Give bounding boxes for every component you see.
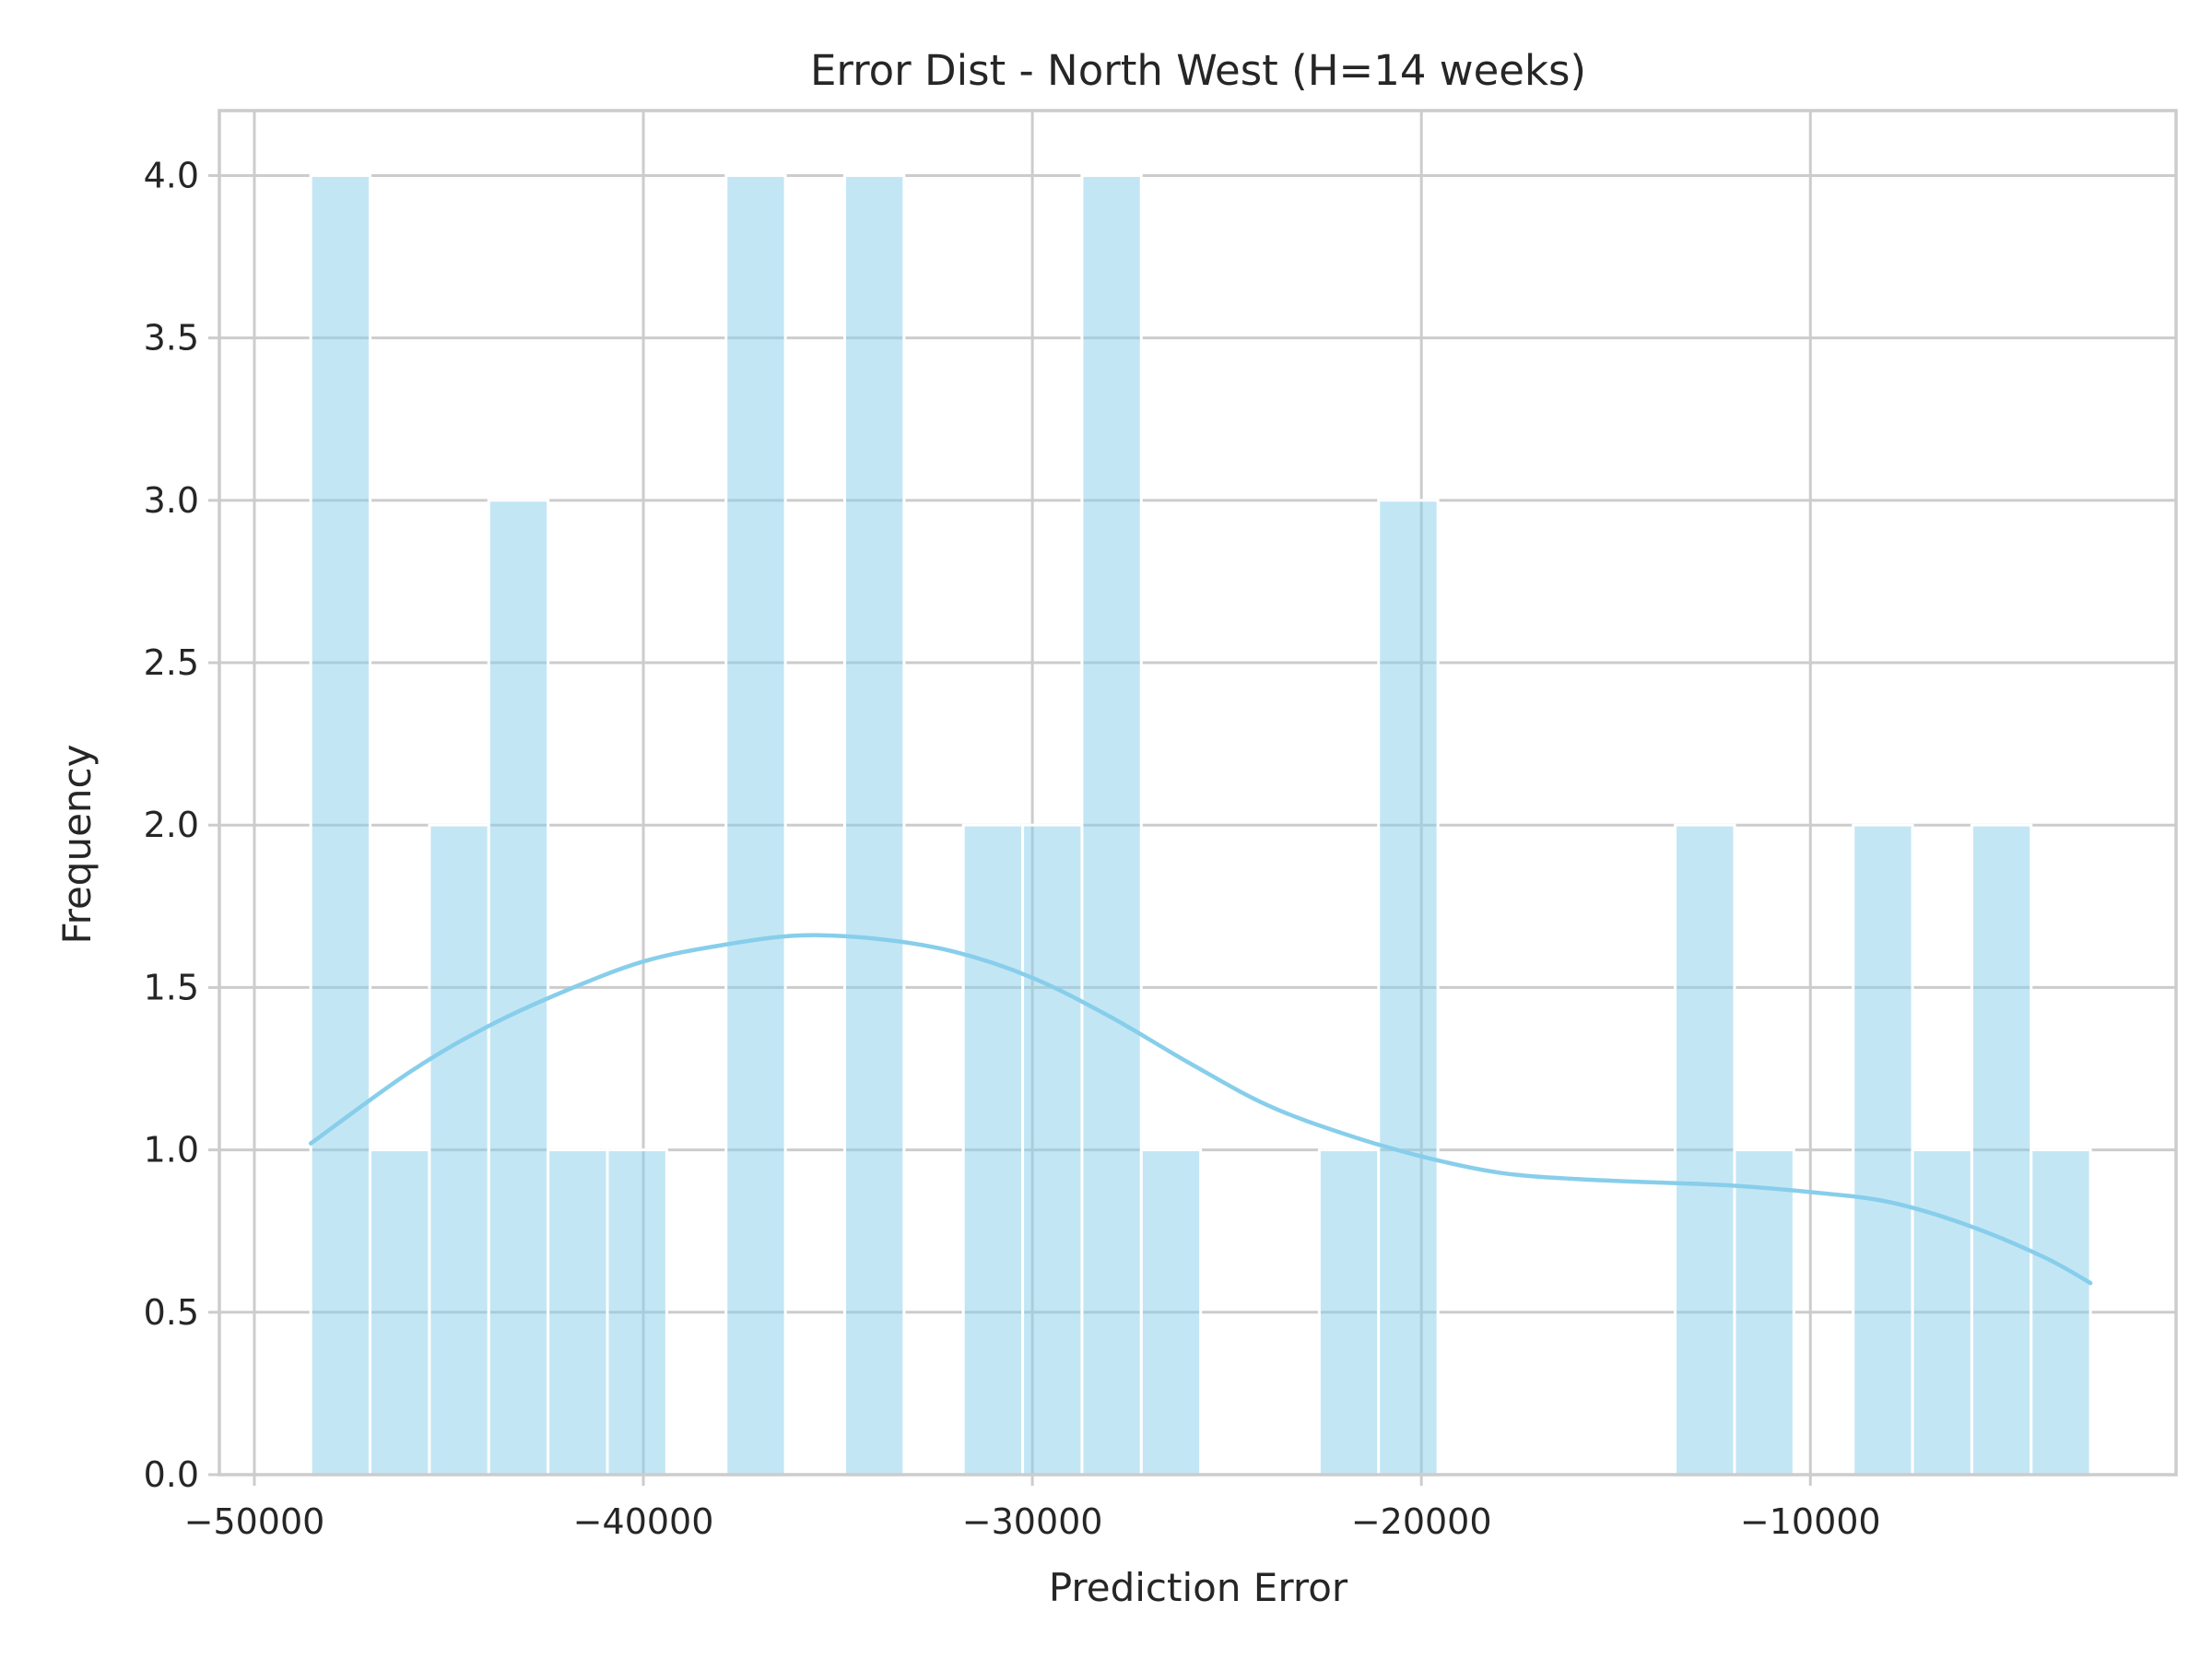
y-tick-label-3: 1.5 — [144, 967, 199, 1007]
histogram-bar-11 — [961, 823, 1025, 1477]
histogram-bar-3 — [487, 499, 550, 1477]
histogram-bar-28 — [1970, 823, 2033, 1477]
y-tick-label-6: 3.0 — [144, 480, 199, 521]
histogram-bar-29 — [2030, 1148, 2092, 1477]
histogram-bar-1 — [369, 1148, 431, 1477]
kde-curve-group — [308, 933, 2093, 1286]
x-tick-label-2: −30000 — [962, 1501, 1103, 1542]
histogram-bar-26 — [1852, 823, 1914, 1477]
x-tick-label-3: −20000 — [1351, 1501, 1492, 1542]
histogram-bar-2 — [428, 823, 490, 1477]
y-tick-label-0: 0.0 — [144, 1454, 199, 1495]
histogram-bar-17 — [1317, 1148, 1381, 1477]
histogram-bar-5 — [606, 1148, 668, 1477]
y-tick-label-5: 2.5 — [144, 642, 199, 683]
axes-border — [218, 109, 2178, 1477]
histogram-bar-0 — [309, 173, 372, 1477]
x-tick-label-1: −40000 — [573, 1501, 714, 1542]
y-tick-label-7: 3.5 — [144, 318, 199, 359]
histogram-bar-23 — [1674, 823, 1736, 1477]
histogram-bar-18 — [1377, 499, 1440, 1477]
y-tick-label-8: 4.0 — [144, 155, 199, 195]
chart-title: Error Dist - North West (H=14 weeks) — [810, 46, 1586, 95]
histogram-bars — [309, 173, 2092, 1477]
kde-curve — [308, 933, 2093, 1286]
x-axis-label: Prediction Error — [1049, 1565, 1348, 1610]
histogram-bar-27 — [1911, 1148, 1973, 1477]
histogram-bar-9 — [842, 173, 906, 1477]
histogram-bar-7 — [724, 173, 787, 1477]
histogram-bar-4 — [547, 1148, 609, 1477]
axes-frame — [218, 109, 2178, 1477]
histogram-bar-13 — [1080, 173, 1143, 1477]
y-tick-label-1: 0.5 — [144, 1292, 199, 1333]
histogram-bar-12 — [1021, 823, 1084, 1477]
y-axis-label: Frequency — [54, 745, 100, 945]
y-tick-label-2: 1.0 — [144, 1130, 199, 1171]
histogram-bar-24 — [1733, 1148, 1795, 1477]
y-tick-label-4: 2.0 — [144, 805, 199, 845]
x-tick-labels: −50000 −40000 −30000 −20000 −10000 — [184, 1475, 1881, 1542]
histogram-bar-14 — [1139, 1148, 1203, 1477]
y-tick-labels: 0.0 0.5 1.0 1.5 2.0 2.5 3.0 3.5 4.0 — [144, 155, 219, 1495]
x-tick-label-4: −10000 — [1740, 1501, 1881, 1542]
x-tick-label-0: −50000 — [184, 1501, 325, 1542]
